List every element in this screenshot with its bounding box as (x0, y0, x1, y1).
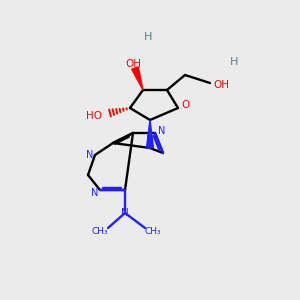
Text: O: O (181, 100, 189, 110)
Text: HO: HO (86, 111, 102, 121)
Text: N: N (91, 188, 99, 198)
Text: H: H (144, 32, 152, 42)
Text: N: N (146, 135, 154, 145)
Polygon shape (146, 120, 154, 148)
Text: OH: OH (125, 59, 141, 69)
Text: H: H (230, 57, 238, 67)
Text: N: N (121, 208, 129, 218)
Text: N: N (158, 126, 166, 136)
Text: OH: OH (213, 80, 229, 90)
Text: CH₃: CH₃ (92, 226, 108, 236)
Text: N: N (86, 150, 94, 160)
Polygon shape (132, 67, 143, 90)
Text: CH₃: CH₃ (145, 226, 161, 236)
